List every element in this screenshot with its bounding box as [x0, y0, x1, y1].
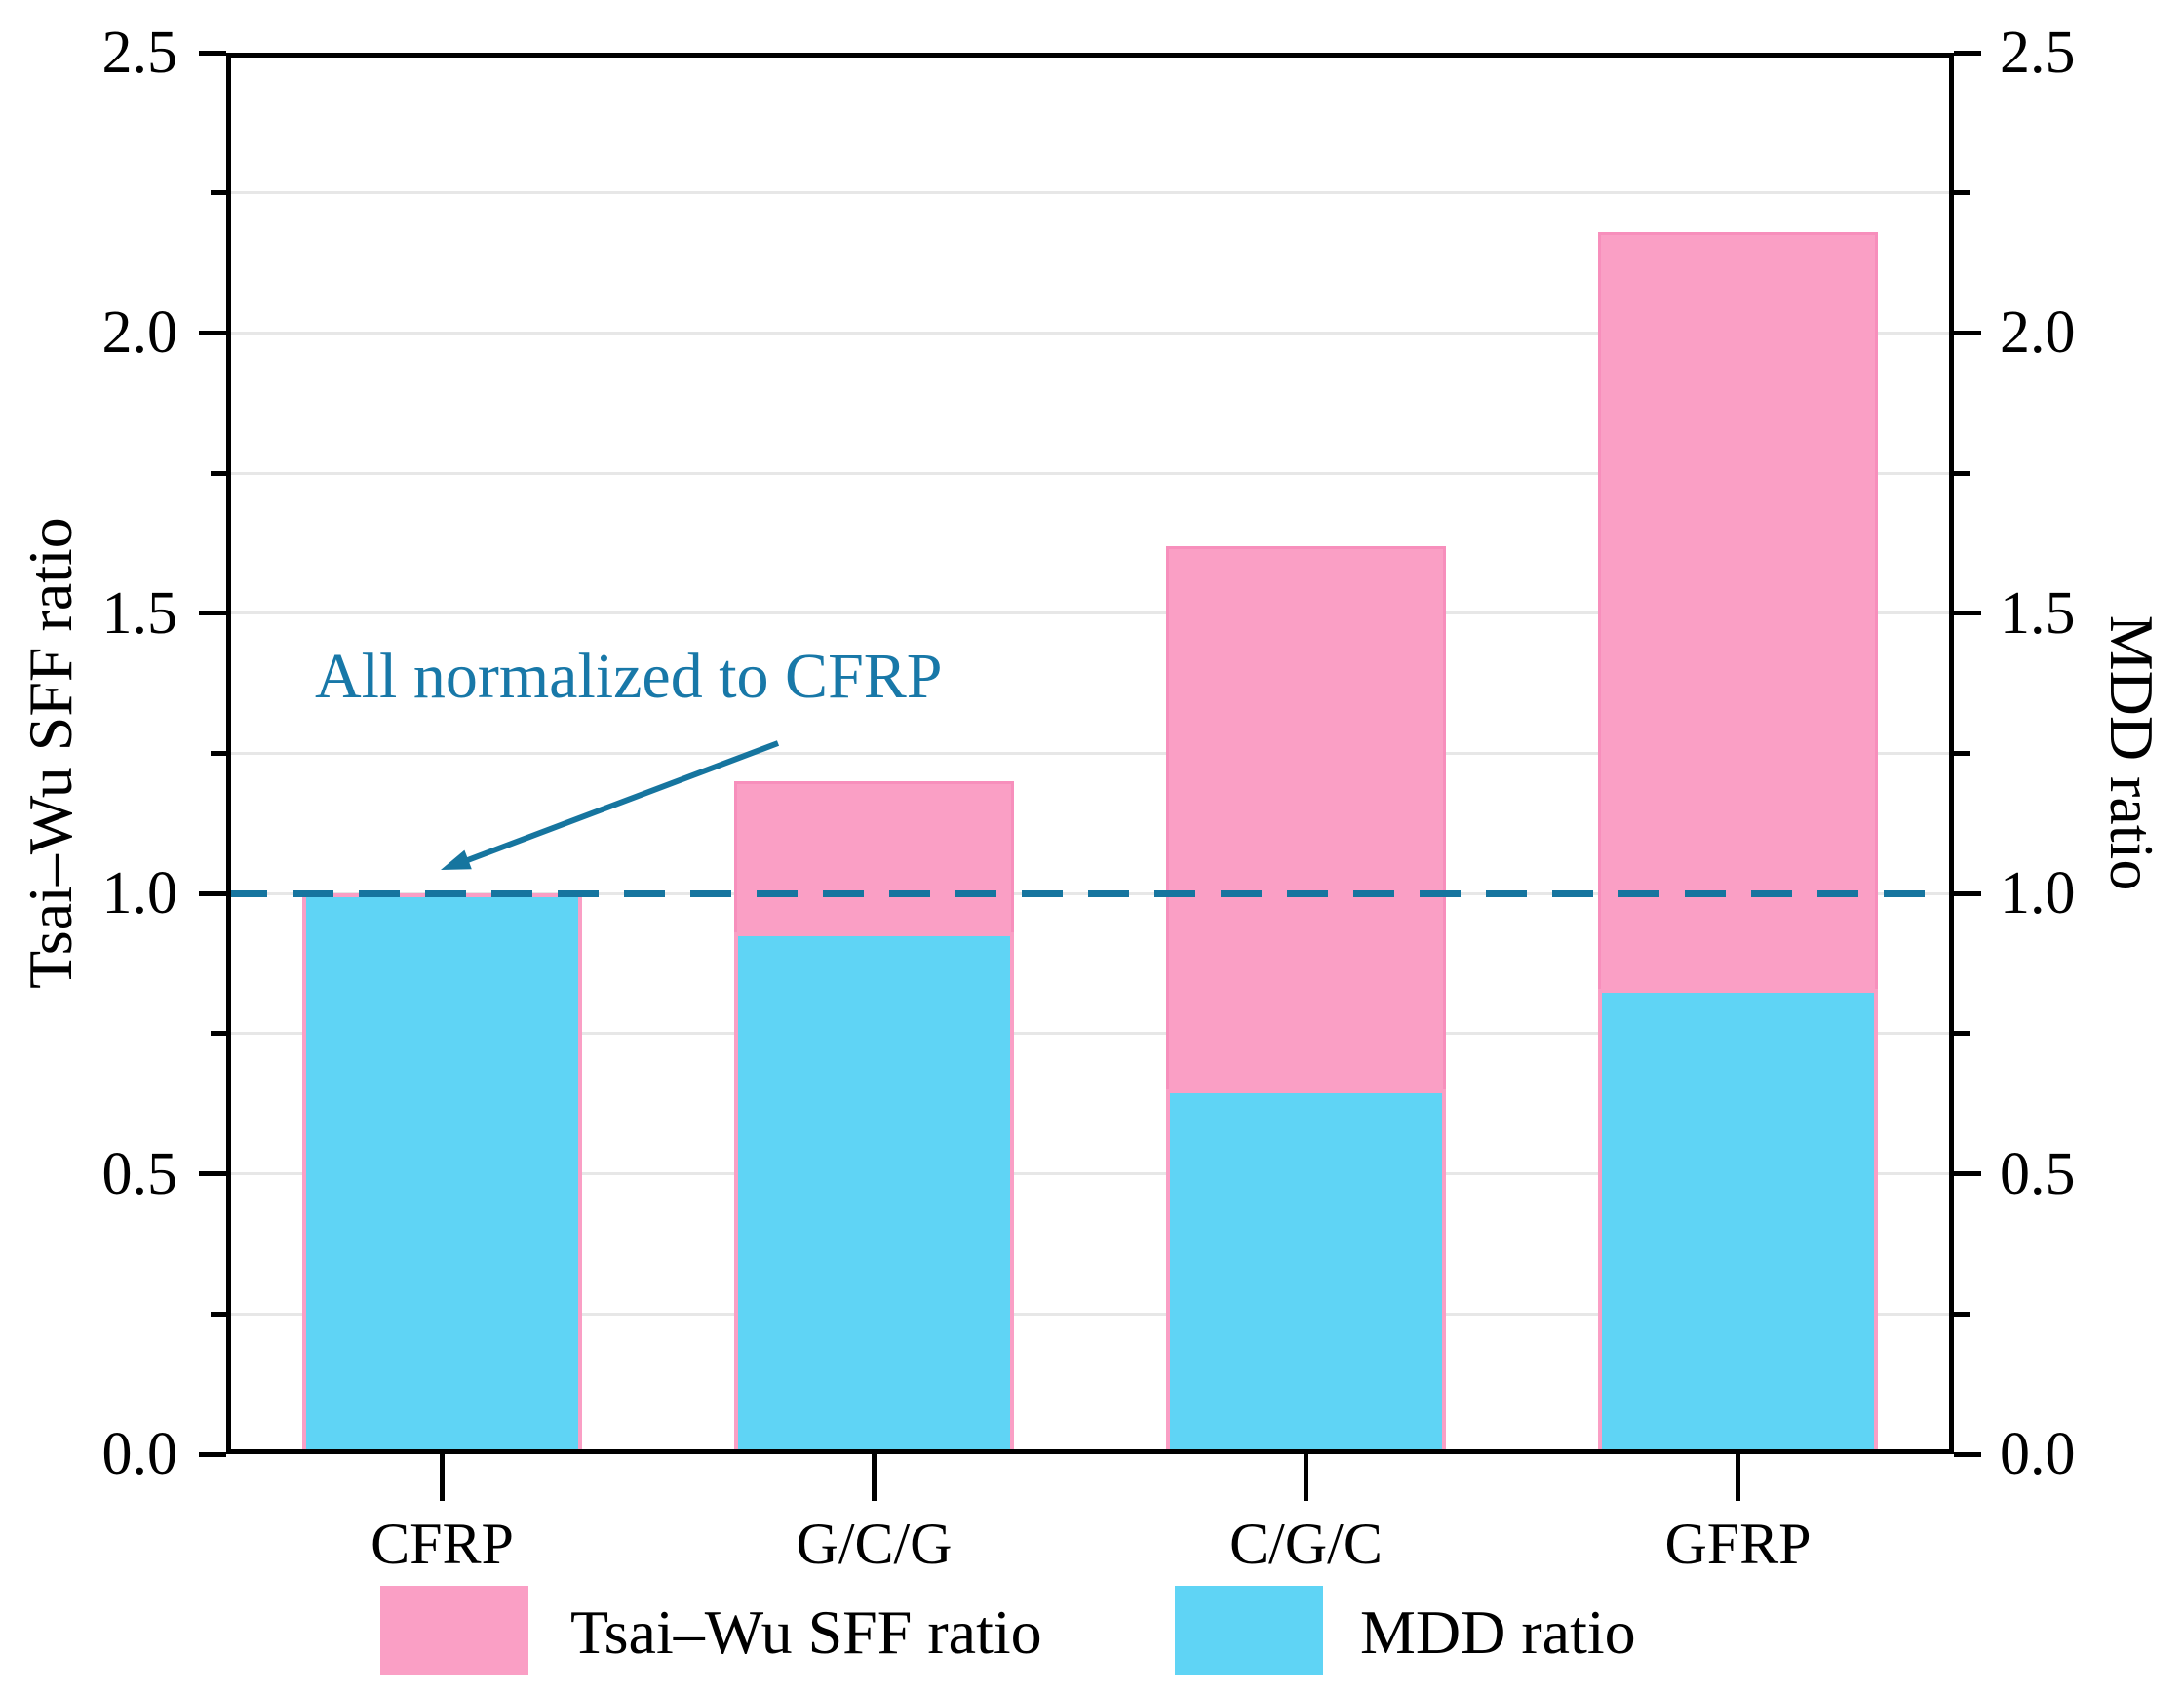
y-tick-label-right: 0.0 — [2000, 1421, 2076, 1487]
gridline — [226, 1172, 1954, 1176]
gridline — [226, 611, 1954, 615]
y-axis-tick-left — [199, 890, 226, 896]
x-axis-tick — [1736, 1454, 1740, 1501]
y-axis-tick-left — [211, 190, 226, 196]
gridline — [226, 471, 1954, 475]
y-axis-tick-right — [1954, 751, 1970, 756]
right-axis-title: MDD ratio — [2097, 614, 2166, 891]
gridline — [226, 1312, 1954, 1316]
y-axis-tick-left — [199, 330, 226, 335]
gridline — [226, 331, 1954, 335]
y-tick-label-right: 1.0 — [2000, 860, 2076, 927]
x-tick-label-GFRP: GFRP — [1664, 1512, 1812, 1576]
y-axis-tick-right — [1954, 1031, 1970, 1037]
reference-line-1.0 — [226, 889, 1954, 897]
y-axis-tick-right — [1954, 50, 1981, 56]
y-axis-tick-right — [1954, 470, 1970, 476]
y-tick-label-right: 2.5 — [2000, 20, 2076, 86]
y-axis-tick-left — [199, 1451, 226, 1457]
y-axis-tick-left — [211, 751, 226, 756]
y-tick-label-left: 2.5 — [101, 20, 178, 86]
gridline — [226, 191, 1954, 195]
annotation-arrow-icon — [441, 740, 780, 870]
y-tick-label-right: 1.5 — [2000, 579, 2076, 647]
y-tick-label-right: 2.0 — [2000, 299, 2076, 367]
y-tick-label-left: 1.5 — [101, 579, 178, 647]
y-axis-tick-left — [199, 50, 226, 56]
y-axis-tick-left — [199, 611, 226, 616]
y-tick-label-left: 2.0 — [101, 299, 178, 367]
x-axis-tick — [872, 1454, 877, 1501]
y-axis-tick-left — [199, 1171, 226, 1177]
legend-swatch-tsai-wu — [380, 1586, 528, 1675]
x-axis-tick — [440, 1454, 445, 1501]
y-axis-tick-right — [1954, 190, 1970, 196]
y-tick-label-left: 0.0 — [101, 1421, 178, 1487]
y-axis-tick-left — [211, 1311, 226, 1317]
x-tick-label-C/G/C: C/G/C — [1229, 1512, 1383, 1576]
y-tick-label-left: 1.0 — [101, 860, 178, 927]
y-axis-tick-right — [1954, 890, 1981, 896]
y-axis-tick-left — [211, 1031, 226, 1037]
y-tick-label-right: 0.5 — [2000, 1140, 2076, 1207]
bar-mdd-C/G/C — [1166, 1089, 1446, 1454]
gridline — [226, 1032, 1954, 1036]
plot-area: CFRP G/C/G C/G/C GFRP 0.0 0.0 0.5 0.5 1.0 1.0 1.5 1… — [102, 22, 2076, 1573]
bar-mdd-G/C/G — [734, 932, 1014, 1454]
y-axis-tick-left — [211, 470, 226, 476]
y-axis-tick-right — [1954, 1311, 1970, 1317]
y-axis-tick-right — [1954, 611, 1981, 616]
legend-label-tsai-wu: Tsai–Wu SFF ratio — [570, 1597, 1042, 1667]
y-axis-tick-right — [1954, 1451, 1981, 1457]
x-tick-label-G/C/G: G/C/G — [796, 1512, 953, 1576]
legend-label-mdd: MDD ratio — [1360, 1597, 1636, 1667]
bar-mdd-CFRP — [302, 893, 582, 1454]
x-tick-label-CFRP: CFRP — [370, 1512, 514, 1576]
gridline — [226, 752, 1954, 755]
x-axis-tick — [1304, 1454, 1308, 1501]
y-axis-tick-right — [1954, 330, 1981, 335]
legend-swatch-mdd — [1175, 1586, 1323, 1675]
bar-mdd-GFRP — [1598, 988, 1878, 1454]
annotation-text: All normalized to CFRP — [315, 641, 943, 712]
y-tick-label-left: 0.5 — [101, 1140, 178, 1207]
y-axis-tick-right — [1954, 1171, 1981, 1177]
